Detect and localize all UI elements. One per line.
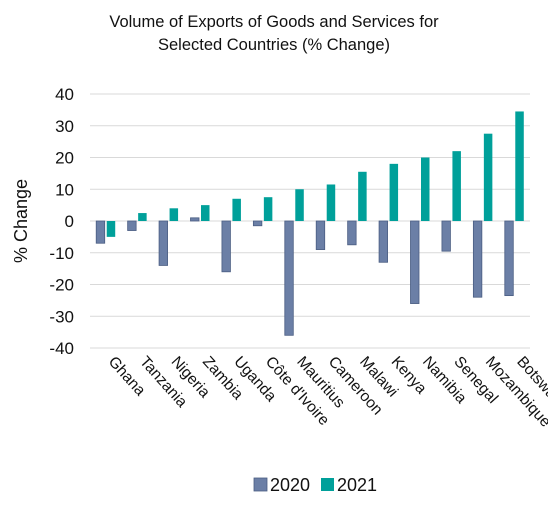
y-tick-label: -30 [49, 307, 74, 326]
bar-2021-0 [106, 221, 116, 237]
bar-2021-12 [483, 133, 493, 221]
bar-2020-9 [378, 220, 388, 263]
bar-2020-4 [221, 220, 231, 273]
bar-2020-13 [504, 220, 514, 297]
bar-2020-6 [284, 220, 294, 336]
y-tick-labels: 40 30 20 10 0 -10 -20 -30 -40 [49, 85, 74, 358]
legend-swatch-2021 [321, 478, 334, 491]
y-tick-label: 40 [55, 85, 74, 104]
bar-2020-11 [441, 220, 451, 252]
y-tick-label: -40 [49, 339, 74, 358]
bar-2021-5 [263, 197, 273, 221]
y-tick-label: 30 [55, 117, 74, 136]
bar-2021-3 [201, 205, 210, 221]
y-tick-label: 10 [55, 180, 74, 199]
bar-2021-9 [389, 163, 399, 221]
bar-2020-1 [127, 220, 137, 231]
bar-2020-7 [315, 220, 326, 250]
y-axis-label: % Change [11, 179, 31, 263]
bar-2020-2 [158, 220, 168, 266]
bar-2020-3 [190, 217, 200, 222]
y-tick-label: 0 [65, 212, 74, 231]
bar-2021-13 [515, 111, 524, 221]
bar-2021-8 [358, 171, 367, 221]
legend-label-2021: 2021 [337, 475, 377, 495]
bars [95, 111, 524, 336]
bar-2021-1 [138, 213, 147, 221]
y-tick-label: -10 [49, 244, 74, 263]
bar-2021-2 [169, 208, 179, 221]
bar-2021-4 [232, 198, 241, 221]
legend-swatch-2020 [253, 477, 268, 492]
legend-label-2020: 2020 [270, 475, 310, 495]
y-tick-label: -20 [49, 276, 74, 295]
bar-2020-8 [347, 220, 357, 246]
bar-2020-0 [95, 220, 106, 244]
bar-2021-6 [295, 189, 304, 221]
bar-2021-10 [421, 157, 430, 221]
bar-2021-11 [452, 151, 461, 221]
bar-2020-10 [410, 220, 420, 304]
bar-2021-7 [326, 184, 336, 221]
y-tick-label: 20 [55, 149, 74, 168]
bar-2020-5 [252, 220, 263, 227]
chart-title-line-1: Volume of Exports of Goods and Services … [109, 13, 439, 31]
bar-2020-12 [472, 220, 483, 298]
legend: 2020 2021 [253, 475, 377, 495]
chart-title-line-2: Selected Countries (% Change) [158, 36, 390, 54]
gridlines [90, 93, 530, 349]
